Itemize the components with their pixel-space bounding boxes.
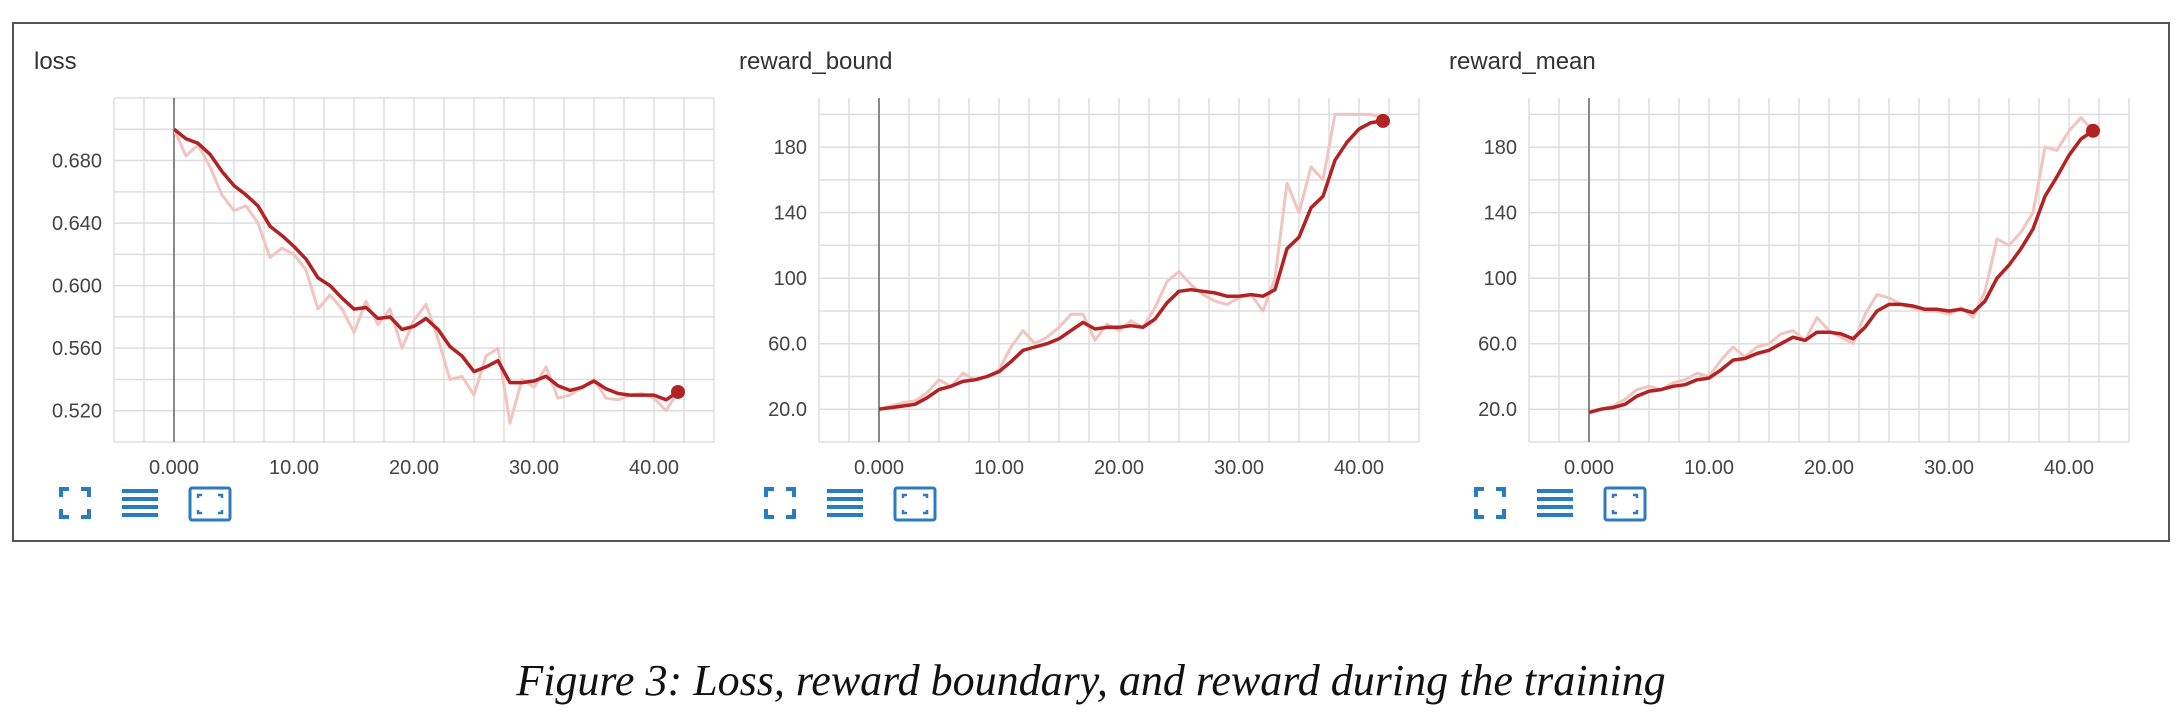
x-tick-label: 30.00: [509, 457, 559, 479]
y-tick-label: 100: [1484, 268, 1517, 290]
x-tick-label: 10.00: [269, 457, 319, 479]
last-point-marker: [2086, 123, 2100, 138]
chart-title: reward_mean: [1449, 48, 1596, 75]
y-tick-label: 60.0: [768, 334, 807, 356]
chart-reward-bound: 20.0 60.0 100 140 180 0.000 10.00 20.00 30.00 40.…: [768, 98, 1420, 479]
chart-panel-reward-bound: reward_bound 20.0 60.0 100 140 180 0.000 10.00…: [719, 24, 1434, 540]
chart-panel-reward-mean: reward_mean 20.0 60.0 100 140 180 0.000 10.00 2…: [1429, 24, 2144, 540]
raw-series-line: [878, 112, 1384, 411]
y-tick-label: 0.600: [52, 276, 102, 298]
list-icon[interactable]: [1537, 486, 1573, 520]
chart-loss: 0.520 0.560 0.600 0.640 0.680 0.000 10.00 20.00…: [52, 97, 715, 479]
fullscreen-icon[interactable]: [763, 486, 797, 520]
x-tick-label: 0.000: [854, 457, 904, 479]
chart-title: reward_bound: [739, 48, 893, 75]
last-point-marker: [1376, 113, 1390, 128]
y-tick-label: 180: [774, 137, 807, 159]
smoothed-series-line: [172, 127, 679, 402]
y-tick-label: 0.520: [52, 401, 102, 423]
chart-panel-loss: loss 0.520 0.560 0.600 0.640 0.680 0.000 10.00…: [14, 24, 729, 540]
list-icon[interactable]: [827, 486, 863, 520]
fullscreen-icon[interactable]: [1473, 486, 1507, 520]
smoothed-series-line: [1588, 129, 2094, 415]
list-icon[interactable]: [122, 486, 158, 520]
chart-reward-mean: 20.0 60.0 100 140 180 0.000 10.00 20.00 30.00 40.…: [1478, 98, 2130, 479]
x-tick-label: 10.00: [974, 457, 1024, 479]
figure-frame: loss 0.520 0.560 0.600 0.640 0.680 0.000 10.00…: [12, 22, 2170, 542]
y-tick-label: 60.0: [1478, 334, 1517, 356]
x-tick-label: 20.00: [1094, 457, 1144, 479]
smoothed-series-line: [878, 119, 1384, 411]
y-tick-label: 0.560: [52, 338, 102, 360]
y-tick-label: 20.0: [768, 399, 807, 421]
x-tick-label: 20.00: [389, 457, 439, 479]
x-tick-label: 0.000: [1564, 457, 1614, 479]
y-tick-label: 140: [774, 203, 807, 225]
x-tick-label: 30.00: [1214, 457, 1264, 479]
x-tick-label: 0.000: [149, 457, 199, 479]
y-tick-label: 140: [1484, 203, 1517, 225]
x-tick-label: 40.00: [2044, 457, 2094, 479]
y-tick-label: 0.680: [52, 151, 102, 173]
raw-series-line: [1588, 116, 2095, 414]
x-tick-label: 10.00: [1684, 457, 1734, 479]
x-tick-label: 40.00: [1334, 457, 1384, 479]
y-tick-label: 20.0: [1478, 399, 1517, 421]
fullscreen-icon[interactable]: [58, 486, 92, 520]
fit-domain-icon[interactable]: [188, 486, 232, 522]
y-tick-label: 100: [774, 268, 807, 290]
fit-domain-icon[interactable]: [893, 486, 937, 522]
figure-caption: Figure 3: Loss, reward boundary, and rew…: [516, 656, 1666, 705]
y-tick-label: 180: [1484, 137, 1517, 159]
x-tick-label: 30.00: [1924, 457, 1974, 479]
x-tick-label: 40.00: [629, 457, 679, 479]
last-point-marker: [671, 384, 685, 399]
x-tick-label: 20.00: [1804, 457, 1854, 479]
y-tick-label: 0.640: [52, 213, 102, 235]
fit-domain-icon[interactable]: [1603, 486, 1647, 522]
chart-title: loss: [34, 48, 77, 75]
